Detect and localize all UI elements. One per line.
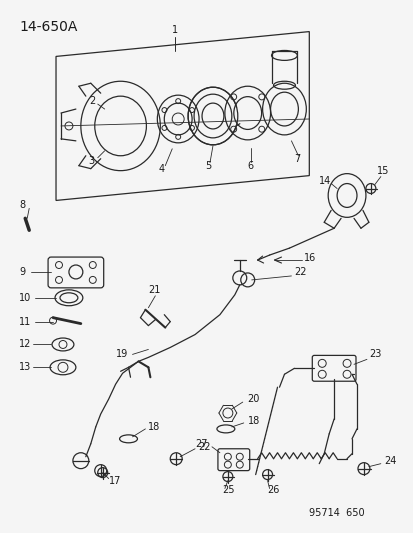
Text: 22: 22: [294, 267, 306, 277]
Text: 18: 18: [247, 416, 259, 426]
Text: 26: 26: [267, 486, 279, 496]
Text: 21: 21: [148, 285, 160, 295]
Text: 16: 16: [304, 253, 316, 263]
Text: 14: 14: [318, 175, 331, 185]
Text: 24: 24: [383, 456, 395, 466]
Text: 25: 25: [221, 486, 234, 496]
Text: 12: 12: [19, 340, 31, 350]
Text: 15: 15: [376, 166, 388, 176]
Text: 8: 8: [19, 200, 25, 211]
Text: 22: 22: [197, 442, 210, 452]
Text: 95714  650: 95714 650: [309, 508, 364, 518]
Text: 27: 27: [195, 439, 207, 449]
Text: 20: 20: [247, 394, 259, 404]
Text: 17: 17: [108, 475, 121, 486]
Text: 1: 1: [172, 25, 178, 35]
Text: 14-650A: 14-650A: [19, 20, 78, 34]
Text: 2: 2: [88, 96, 95, 106]
Text: 13: 13: [19, 362, 31, 373]
Text: 11: 11: [19, 317, 31, 327]
Text: 19: 19: [115, 350, 128, 359]
Text: 6: 6: [247, 160, 253, 171]
Text: 7: 7: [294, 154, 300, 164]
Text: 3: 3: [88, 156, 95, 166]
Text: 23: 23: [368, 350, 380, 359]
Text: 5: 5: [204, 160, 211, 171]
Text: 18: 18: [148, 422, 160, 432]
Text: 10: 10: [19, 293, 31, 303]
Text: 9: 9: [19, 267, 25, 277]
Text: 4: 4: [158, 164, 164, 174]
